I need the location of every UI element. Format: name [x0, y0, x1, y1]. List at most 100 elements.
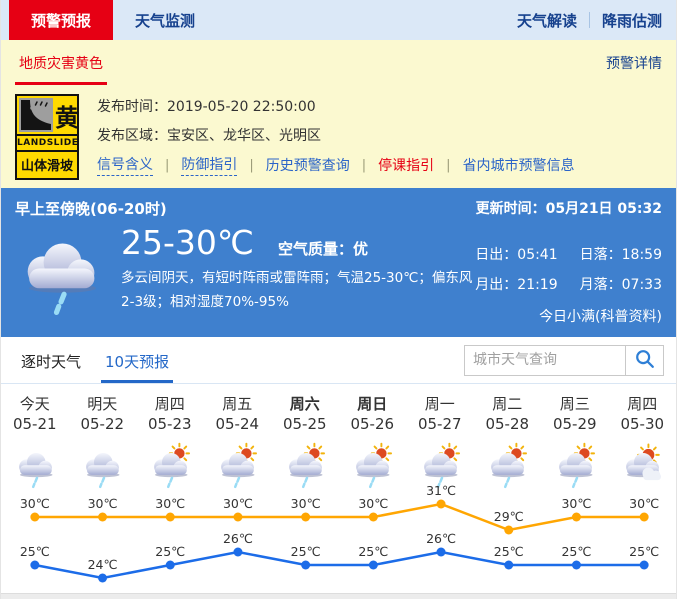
tab-warning-forecast[interactable]: 预警预报: [9, 0, 114, 40]
publish-area-label: 发布区域：: [97, 128, 167, 144]
rain-icon: [99, 476, 106, 489]
alert-body: 黄 LANDSLIDE 山体滑坡 发布时间：2019-05-20 22:50:0…: [1, 85, 676, 180]
solar-term-link[interactable]: 今日小满(科普资料): [539, 309, 662, 325]
forecast-tab-bar: 逐时天气 10天预报: [1, 337, 676, 384]
high-temp-label: 29℃: [494, 509, 524, 524]
top-nav: 预警预报 天气监测 天气解读 降雨估测: [1, 0, 676, 40]
search-input[interactable]: [464, 344, 626, 376]
day-name: 周一: [424, 395, 455, 413]
forecast-day-column[interactable]: 周一 05-27: [406, 393, 474, 491]
small-cloud-icon: [642, 467, 662, 481]
badge-color-character: 黄: [55, 103, 79, 132]
forecast-day-column[interactable]: 今天 05-21: [1, 393, 69, 491]
search-button[interactable]: [626, 344, 664, 376]
day-date: 05-23: [147, 415, 192, 433]
rain-icon: [436, 476, 443, 489]
high-temp-label: 30℃: [223, 496, 253, 511]
link-weather-interpretation[interactable]: 天气解读: [516, 11, 577, 30]
publish-time-label: 发布时间：: [97, 99, 167, 115]
day-name: 周四: [154, 395, 185, 413]
forecast-day-column[interactable]: 明天 05-22: [69, 393, 137, 491]
day-name: 周五: [222, 395, 253, 413]
cloud-icon: [356, 453, 390, 478]
high-temp-label: 30℃: [20, 496, 50, 511]
low-temp-label: 25℃: [155, 544, 185, 559]
high-temp-point: [233, 512, 243, 522]
tab-hourly-weather[interactable]: 逐时天气: [21, 353, 82, 371]
day-name: 明天: [87, 395, 118, 413]
low-temp-line: [34, 550, 645, 580]
tab-weather-monitoring[interactable]: 天气监测: [135, 11, 196, 30]
moonrise-time: 月出：21:19: [475, 277, 558, 293]
forecast-day-column[interactable]: 周四 05-23: [136, 393, 204, 491]
sun-rain-weather-icon: [146, 442, 194, 491]
day-date: 05-30: [620, 415, 665, 433]
footer-strip: [1, 593, 676, 599]
day-date: 05-21: [12, 415, 57, 433]
current-weather-icon: [11, 223, 107, 319]
alert-link-4[interactable]: 停课指引: [378, 158, 435, 174]
publish-time-row: 发布时间：2019-05-20 22:50:00: [97, 96, 575, 116]
rain-icon: [166, 476, 173, 489]
sun-rain-weather-icon: [551, 442, 599, 491]
air-quality: 空气质量：优: [277, 240, 368, 258]
alert-info: 发布时间：2019-05-20 22:50:00 发布区域：宝安区、龙华区、光明…: [97, 94, 575, 180]
forecast-day-column[interactable]: 周六 05-25: [271, 393, 339, 491]
sun-moon-times: 日出：05:41 日落：18:59 月出：21:19 月落：07:33: [475, 244, 662, 304]
divider: |: [446, 157, 451, 173]
current-weather-panel: 早上至傍晚(06-20时) 更新时间：05月21日 05:32 25-30℃ 空…: [1, 188, 676, 337]
high-temp-point: [165, 512, 175, 522]
sun-rain-weather-icon: [348, 442, 396, 491]
low-temp-point: [30, 560, 40, 570]
alert-link-3[interactable]: 历史预警查询: [265, 158, 350, 174]
high-temp-point: [368, 512, 378, 522]
alert-links-row: 信号含义 | 防御指引 | 历史预警查询 | 停课指引 | 省内城市预警信息: [97, 154, 575, 176]
day-date: 05-26: [350, 415, 395, 433]
alert-link-2[interactable]: 防御指引: [181, 154, 238, 176]
low-temp-label: 26℃: [223, 531, 253, 546]
high-temp-line: [34, 502, 645, 532]
link-rainfall-estimate[interactable]: 降雨估测: [601, 11, 662, 30]
low-temp-point: [571, 560, 581, 570]
publish-time-value: 2019-05-20 22:50:00: [167, 99, 316, 115]
forecast-day-column[interactable]: 周三 05-29: [541, 393, 609, 491]
ten-day-forecast: 今天 05-21 明天 05-22 周四 05-23 周五 05-24 周六 05-25 …: [1, 384, 676, 599]
cloud-icon: [558, 453, 593, 478]
cloud-icon: [221, 453, 255, 478]
search-icon: [634, 348, 656, 373]
forecast-day-column[interactable]: 周五 05-24: [204, 393, 272, 491]
high-temp-label: 30℃: [561, 496, 591, 511]
low-temp-label: 26℃: [426, 531, 456, 546]
low-temp-label: 25℃: [20, 544, 50, 559]
forecast-day-column[interactable]: 周日 05-26: [339, 393, 407, 491]
forecast-day-column[interactable]: 周四 05-30: [609, 393, 677, 491]
day-date: 05-25: [282, 415, 327, 433]
sun-rain-weather-icon: [483, 442, 531, 491]
rain-icon: [301, 476, 308, 489]
rain-icon: [31, 476, 38, 489]
link-warning-details[interactable]: 预警详情: [606, 56, 662, 72]
day-date: 05-29: [552, 415, 597, 433]
high-temp-point: [436, 499, 446, 509]
divider: [588, 12, 590, 28]
cloud-icon: [153, 453, 188, 478]
cloud-icon: [86, 453, 120, 478]
temperature-range: 25-30℃: [121, 223, 254, 262]
low-temp-label: 25℃: [494, 544, 524, 559]
high-temp-label: 30℃: [358, 496, 388, 511]
forecast-days-row: 今天 05-21 明天 05-22 周四 05-23 周五 05-24 周六 05-25 …: [1, 393, 676, 491]
tab-ten-day-forecast[interactable]: 10天预报: [101, 337, 174, 383]
day-date: 05-24: [215, 415, 260, 433]
update-time: 更新时间：05月21日 05:32: [475, 201, 662, 217]
day-name: 周二: [492, 395, 523, 413]
tab-geological-hazard-yellow[interactable]: 地质灾害黄色: [15, 53, 107, 85]
badge-english-label: LANDSLIDE: [17, 134, 78, 152]
forecast-day-column[interactable]: 周二 05-28: [474, 393, 542, 491]
alert-link-1[interactable]: 信号含义: [97, 154, 153, 176]
cloud-icon: [423, 453, 458, 478]
day-name: 周日: [357, 395, 388, 413]
high-temp-point: [571, 512, 581, 522]
alert-link-5[interactable]: 省内城市预警信息: [462, 158, 575, 174]
sunrise-time: 日出：05:41: [475, 247, 558, 263]
